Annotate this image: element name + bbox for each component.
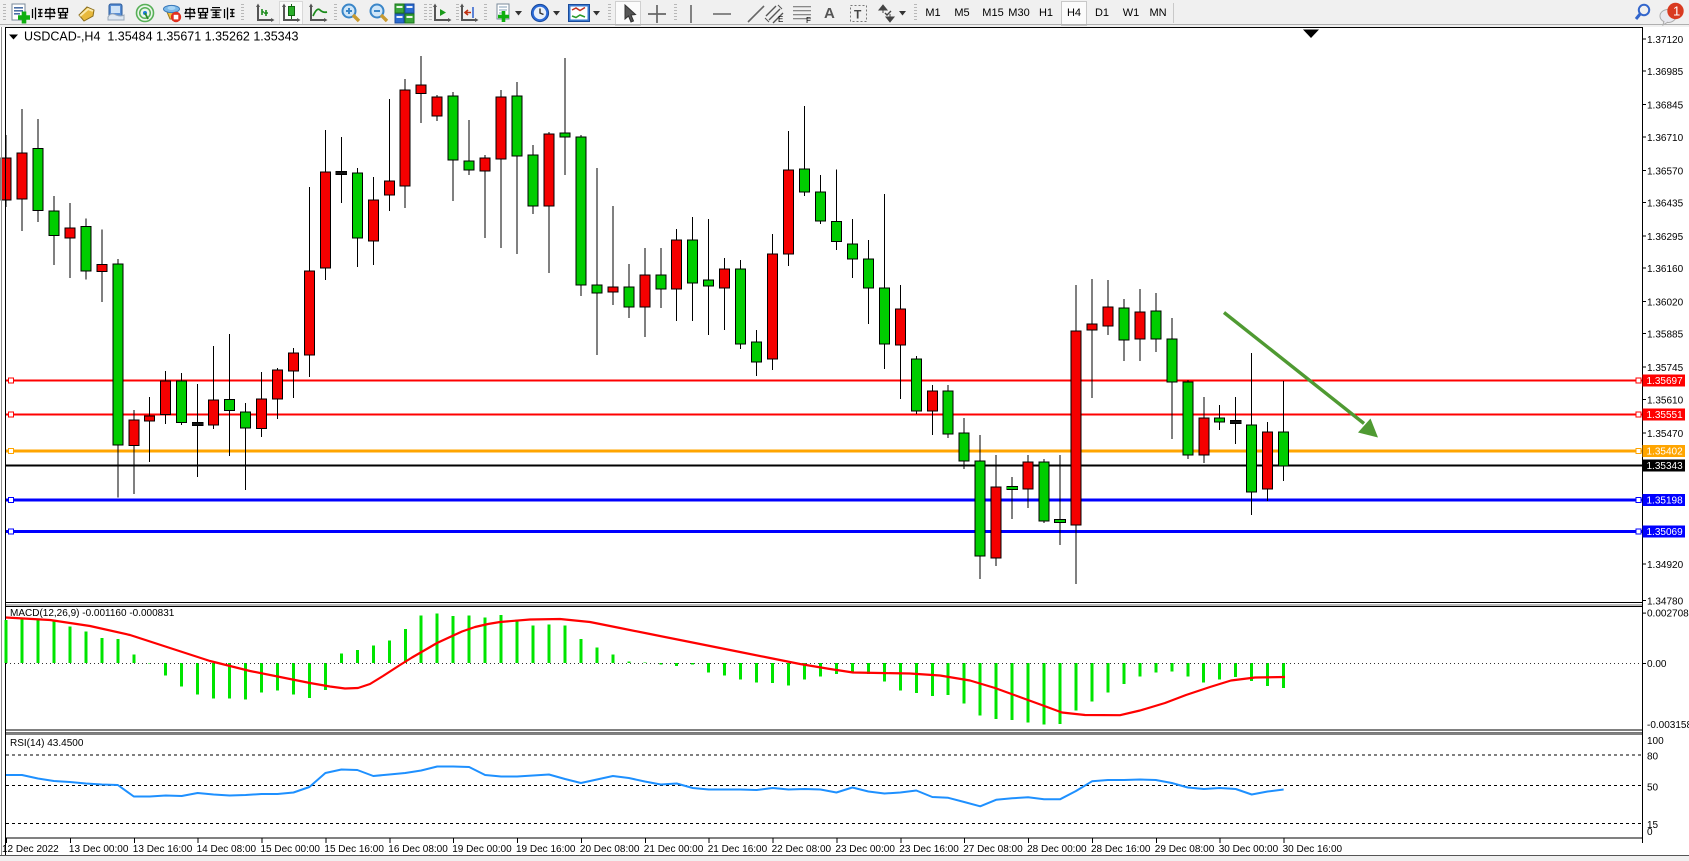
svg-text:1.34780: 1.34780 <box>1647 596 1684 607</box>
svg-text:12 Dec 2022: 12 Dec 2022 <box>2 844 59 855</box>
svg-text:28 Dec 00:00: 28 Dec 00:00 <box>1027 844 1087 855</box>
svg-text:23 Dec 00:00: 23 Dec 00:00 <box>835 844 895 855</box>
svg-text:0.002708: 0.002708 <box>1647 609 1689 620</box>
svg-text:1.36570: 1.36570 <box>1647 166 1684 177</box>
svg-text:23 Dec 16:00: 23 Dec 16:00 <box>899 844 959 855</box>
svg-text:15 Dec 00:00: 15 Dec 00:00 <box>261 844 321 855</box>
svg-text:30 Dec 16:00: 30 Dec 16:00 <box>1283 844 1343 855</box>
svg-text:16 Dec 08:00: 16 Dec 08:00 <box>388 844 448 855</box>
svg-text:28 Dec 16:00: 28 Dec 16:00 <box>1091 844 1151 855</box>
svg-text:0: 0 <box>1647 827 1653 838</box>
svg-text:RSI(14) 43.4500: RSI(14) 43.4500 <box>10 738 84 749</box>
svg-text:27 Dec 08:00: 27 Dec 08:00 <box>963 844 1023 855</box>
svg-text:1.35069: 1.35069 <box>1647 527 1684 538</box>
svg-text:1.36435: 1.36435 <box>1647 199 1684 210</box>
svg-text:30 Dec 00:00: 30 Dec 00:00 <box>1219 844 1279 855</box>
svg-text:1.35551: 1.35551 <box>1647 410 1684 421</box>
svg-text:E: E <box>778 15 783 24</box>
svg-text:22 Dec 08:00: 22 Dec 08:00 <box>772 844 832 855</box>
svg-text:1.35697: 1.35697 <box>1647 376 1684 387</box>
svg-text:1.35470: 1.35470 <box>1647 429 1684 440</box>
svg-text:1.34920: 1.34920 <box>1647 560 1684 571</box>
svg-text:100: 100 <box>1647 736 1664 747</box>
svg-text:50: 50 <box>1647 782 1659 793</box>
svg-text:1.35885: 1.35885 <box>1647 330 1684 341</box>
svg-text:1.35610: 1.35610 <box>1647 395 1684 406</box>
svg-text:20 Dec 08:00: 20 Dec 08:00 <box>580 844 640 855</box>
svg-text:USDCAD-,H4 1.35484 1.35671 1.: USDCAD-,H4 1.35484 1.35671 1.35262 1.353… <box>24 30 299 44</box>
svg-text:14 Dec 08:00: 14 Dec 08:00 <box>197 844 257 855</box>
svg-text:1.36020: 1.36020 <box>1647 298 1684 309</box>
svg-text:80: 80 <box>1647 752 1659 763</box>
svg-text:15: 15 <box>1647 820 1659 831</box>
svg-text:1.35745: 1.35745 <box>1647 363 1684 374</box>
svg-text:29 Dec 08:00: 29 Dec 08:00 <box>1155 844 1215 855</box>
svg-text:T: T <box>854 8 862 22</box>
svg-text:1.36985: 1.36985 <box>1647 67 1684 78</box>
svg-text:1.37120: 1.37120 <box>1647 35 1684 46</box>
svg-text:21 Dec 16:00: 21 Dec 16:00 <box>708 844 768 855</box>
svg-text:19 Dec 00:00: 19 Dec 00:00 <box>452 844 512 855</box>
svg-text:1.36845: 1.36845 <box>1647 101 1684 112</box>
svg-text:0.00: 0.00 <box>1647 659 1667 670</box>
svg-text:1.35198: 1.35198 <box>1647 496 1684 507</box>
svg-text:1: 1 <box>1673 4 1680 19</box>
svg-text:13 Dec 00:00: 13 Dec 00:00 <box>69 844 129 855</box>
svg-text:1.36160: 1.36160 <box>1647 264 1684 275</box>
svg-text:-0.003158: -0.003158 <box>1647 720 1689 731</box>
svg-text:F: F <box>806 16 811 24</box>
svg-text:15 Dec 16:00: 15 Dec 16:00 <box>324 844 384 855</box>
svg-text:1.36710: 1.36710 <box>1647 133 1684 144</box>
svg-text:19 Dec 16:00: 19 Dec 16:00 <box>516 844 576 855</box>
svg-text:1.36295: 1.36295 <box>1647 232 1684 243</box>
svg-text:MACD(12,26,9) -0.001160 -0.000: MACD(12,26,9) -0.001160 -0.000831 <box>10 608 175 619</box>
svg-text:13 Dec 16:00: 13 Dec 16:00 <box>133 844 193 855</box>
svg-text:1.35402: 1.35402 <box>1647 447 1684 458</box>
svg-text:21 Dec 00:00: 21 Dec 00:00 <box>644 844 704 855</box>
svg-text:1.35343: 1.35343 <box>1647 461 1684 472</box>
